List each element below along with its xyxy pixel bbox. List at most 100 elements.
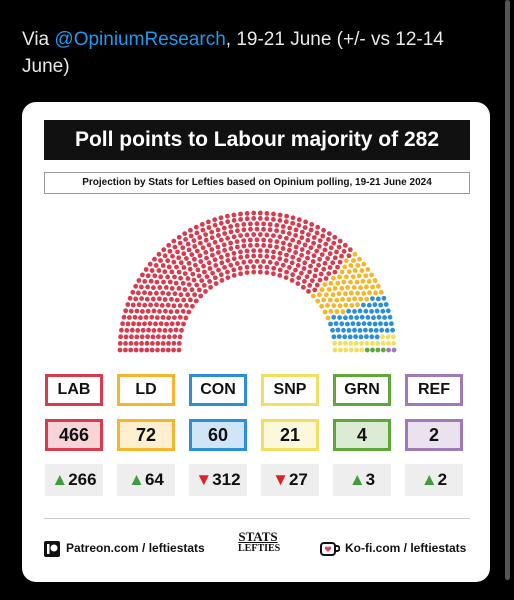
seat-dot (215, 227, 221, 233)
divider (44, 518, 470, 519)
seat-dot (134, 308, 140, 314)
seat-dot (325, 315, 331, 321)
seat-dot (149, 347, 155, 353)
seat-dot (176, 269, 182, 275)
seat-dot (203, 232, 209, 238)
seat-dot (251, 253, 257, 259)
seat-dot (302, 242, 308, 248)
seat-dot (385, 334, 391, 340)
seat-dot (319, 303, 324, 309)
seat-dot (209, 247, 215, 252)
seat-dot (201, 263, 206, 269)
seat-dot (203, 250, 209, 255)
seat-dot (317, 277, 323, 283)
seat-dot (251, 264, 256, 270)
seat-dot (296, 222, 302, 228)
seat-dot (193, 224, 199, 230)
mention-link[interactable]: @OpiniumResearch (54, 29, 226, 50)
seat-dot (235, 244, 240, 250)
seat-dot (344, 274, 349, 280)
seat-dot (364, 296, 370, 302)
seat-dot (306, 289, 311, 294)
seat-dot (332, 269, 338, 275)
seat-dot (241, 238, 247, 244)
seat-dot (299, 229, 305, 235)
seat-dot (271, 249, 276, 255)
seat-dot (160, 263, 166, 268)
seat-dot (293, 250, 298, 255)
seat-dot (166, 242, 172, 248)
party-change: ▼312 (189, 464, 247, 496)
seat-dot (228, 262, 234, 268)
seat-dot (171, 347, 177, 353)
seat-dot (361, 302, 366, 308)
seat-dot (289, 278, 295, 283)
seat-dot (354, 315, 360, 320)
seat-dot (319, 252, 325, 257)
seat-dot (185, 292, 191, 298)
seat-dot (199, 278, 205, 283)
seat-dot (264, 248, 270, 254)
seat-dot (311, 240, 316, 246)
seat-dot (343, 258, 349, 264)
seat-dot (336, 334, 342, 339)
seat-dot (208, 284, 214, 290)
seat-dot (163, 308, 168, 314)
seat-dot (271, 217, 276, 222)
seat-dot (121, 314, 127, 320)
seat-dot (251, 248, 257, 254)
seat-dot (359, 341, 364, 346)
seat-dot (128, 308, 134, 314)
seat-dot (231, 212, 237, 218)
seat-dot (160, 290, 166, 296)
seat-dot (254, 221, 260, 227)
seat-dot (325, 303, 330, 308)
seat-dot (324, 292, 329, 298)
seat-dot (302, 260, 308, 266)
seat-dot (238, 254, 244, 260)
seat-dot (307, 283, 313, 288)
seat-dot (372, 278, 378, 283)
seat-dot (123, 341, 128, 346)
seat-dot (180, 308, 186, 314)
seat-dot (284, 269, 289, 275)
seat-dot (356, 273, 362, 279)
seat-dot (257, 248, 263, 254)
seat-dot (123, 308, 129, 314)
text: , 19-21 June (+/- vs 12-14 June) (22, 29, 444, 77)
seat-dot (132, 314, 138, 320)
seat-dot (136, 302, 142, 308)
seat-dot (314, 230, 320, 236)
seat-dot (251, 232, 257, 237)
seat-dot (264, 216, 270, 222)
seat-dot (167, 248, 173, 254)
seat-dot (120, 321, 125, 327)
seat-dot (244, 216, 250, 222)
seat-dot (323, 241, 329, 247)
seat-dot (363, 273, 369, 279)
seat-dot (308, 227, 314, 233)
seat-dot (337, 303, 343, 309)
party-seats: 466 (45, 419, 103, 451)
seat-dot (136, 321, 142, 327)
seat-dot (146, 327, 151, 333)
seat-dot (313, 267, 319, 273)
seat-dot (307, 269, 312, 275)
seat-dot (193, 298, 199, 304)
kofi-icon (320, 541, 341, 556)
seat-dot (145, 284, 150, 290)
image-card[interactable]: Poll points to Labour majority of 282 Pr… (22, 102, 490, 582)
seat-dot (290, 215, 296, 221)
seat-dot (181, 297, 187, 303)
seat-dot (342, 242, 348, 248)
seat-dot (346, 253, 352, 259)
seat-dot (142, 302, 148, 308)
scrollbar[interactable] (505, 0, 510, 580)
seat-dot (241, 259, 247, 265)
seat-dot (369, 309, 374, 314)
seat-dot (123, 334, 129, 340)
seat-dot (354, 279, 360, 285)
seat-dot (345, 321, 350, 327)
seat-dot (391, 347, 397, 353)
seat-dot (274, 261, 280, 266)
